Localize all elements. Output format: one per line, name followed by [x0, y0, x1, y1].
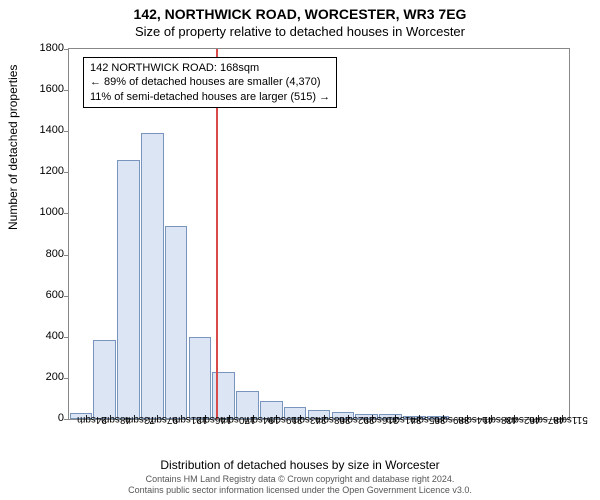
info-box-line: ← 89% of detached houses are smaller (4,… [90, 75, 330, 89]
y-tick-label: 1400 [24, 124, 64, 136]
y-tick [64, 419, 69, 420]
y-tick-label: 1800 [24, 42, 64, 54]
histogram-bar [93, 340, 116, 419]
y-tick-label: 800 [24, 248, 64, 260]
y-tick-label: 600 [24, 289, 64, 301]
y-tick [64, 337, 69, 338]
y-tick [64, 131, 69, 132]
y-tick-label: 1600 [24, 83, 64, 95]
histogram-bar [141, 133, 164, 419]
y-tick-label: 1200 [24, 165, 64, 177]
y-axis-label: Number of detached properties [6, 65, 20, 230]
y-tick-label: 400 [24, 330, 64, 342]
chart-container: 142, NORTHWICK ROAD, WORCESTER, WR3 7EG … [0, 0, 600, 500]
histogram-bar [165, 226, 188, 419]
histogram-bar [117, 160, 140, 419]
y-tick-label: 200 [24, 371, 64, 383]
y-tick [64, 296, 69, 297]
footer-credits: Contains HM Land Registry data © Crown c… [0, 474, 600, 496]
page-subtitle: Size of property relative to detached ho… [0, 22, 600, 39]
plot-area: 142 NORTHWICK ROAD: 168sqm← 89% of detac… [68, 48, 570, 420]
y-tick-label: 0 [24, 412, 64, 424]
y-tick [64, 90, 69, 91]
y-tick [64, 172, 69, 173]
histogram-bar [189, 337, 212, 419]
page-title: 142, NORTHWICK ROAD, WORCESTER, WR3 7EG [0, 0, 600, 22]
y-tick [64, 378, 69, 379]
y-tick [64, 49, 69, 50]
info-box-line: 142 NORTHWICK ROAD: 168sqm [90, 61, 330, 75]
info-box: 142 NORTHWICK ROAD: 168sqm← 89% of detac… [83, 57, 337, 108]
footer-line-1: Contains HM Land Registry data © Crown c… [0, 474, 600, 485]
footer-line-2: Contains public sector information licen… [0, 485, 600, 496]
y-tick-label: 1000 [24, 206, 64, 218]
x-axis-label: Distribution of detached houses by size … [0, 458, 600, 472]
info-box-line: 11% of semi-detached houses are larger (… [90, 90, 330, 104]
y-tick [64, 213, 69, 214]
y-tick [64, 255, 69, 256]
